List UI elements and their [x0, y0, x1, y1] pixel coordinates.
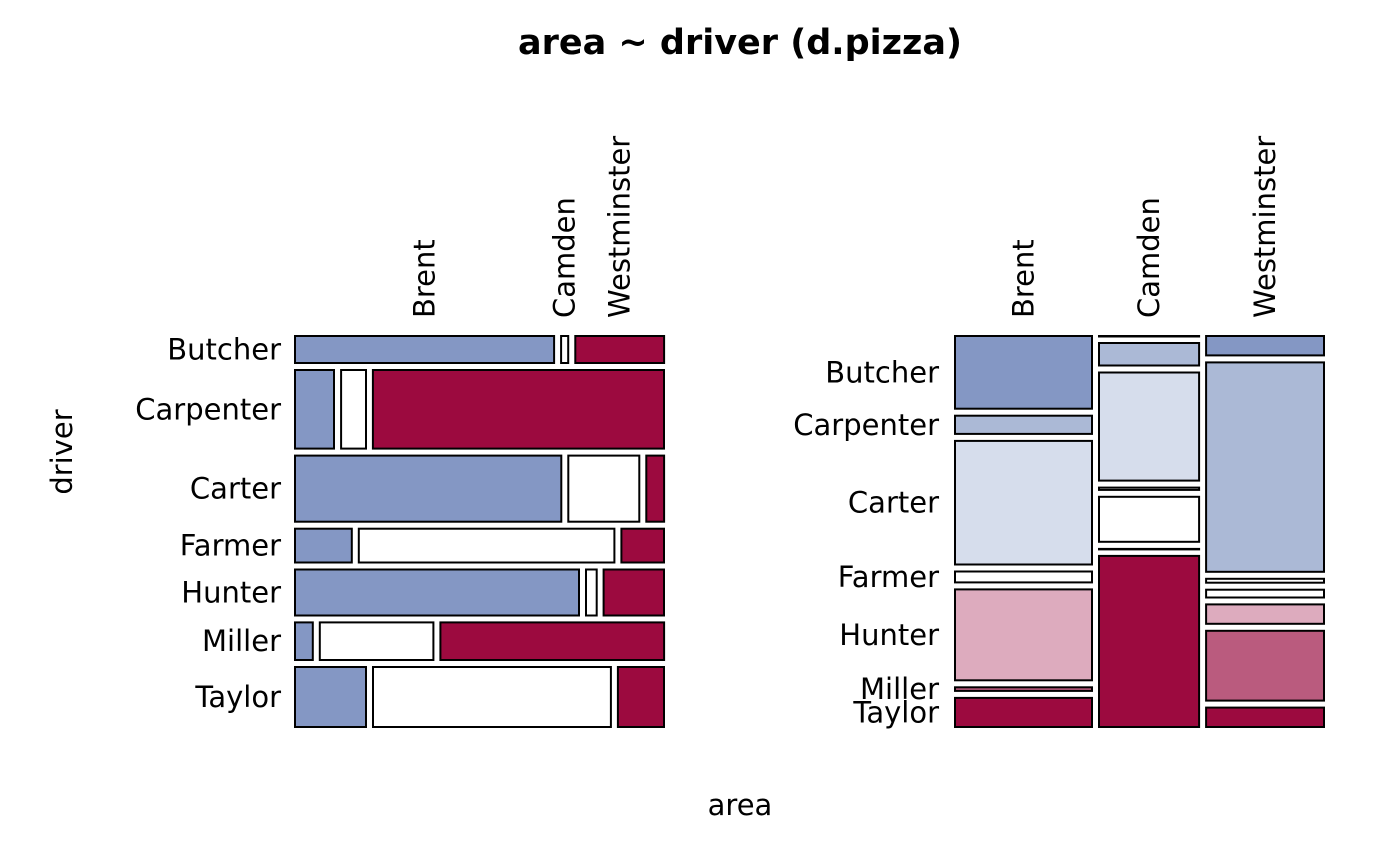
right-tile-farmer-brent	[954, 570, 1093, 584]
left-col-label-camden: Camden	[548, 197, 582, 318]
right-row-label-farmer: Farmer	[838, 560, 939, 594]
right-tile-hunter-camden	[1098, 495, 1201, 543]
left-col-label-brent: Brent	[408, 239, 442, 318]
left-tile-carpenter-camden	[340, 369, 368, 450]
y-axis-label: driver	[45, 409, 79, 494]
left-tile-farmer-camden	[357, 527, 616, 564]
left-row-label-hunter: Hunter	[181, 575, 281, 609]
right-tile-carter-westminster	[1205, 577, 1325, 584]
right-tile-hunter-brent	[954, 588, 1093, 682]
right-row-label-butcher: Butcher	[825, 355, 939, 389]
right-tile-farmer-westminster	[1205, 588, 1325, 599]
right-tile-hunter-westminster	[1205, 603, 1325, 625]
left-row-label-taylor: Taylor	[194, 680, 281, 714]
chart-title: area ~ driver (d.pizza)	[518, 23, 962, 63]
left-tile-butcher-westminster	[574, 335, 666, 364]
right-tile-miller-camden	[1098, 547, 1201, 551]
right-tile-taylor-brent	[954, 696, 1093, 729]
left-tile-butcher-camden	[560, 335, 570, 364]
left-mosaic-panel: Butcher Carpenter Carter Farmer Hunter Miller…	[135, 136, 666, 728]
left-tile-miller-brent	[294, 621, 314, 662]
right-tile-carpenter-westminster	[1205, 361, 1325, 573]
right-row-label-taylor: Taylor	[852, 696, 939, 730]
right-row-label-carpenter: Carpenter	[793, 408, 939, 442]
left-row-label-carpenter: Carpenter	[135, 392, 281, 426]
right-row-label-miller: Miller	[860, 672, 939, 706]
left-tile-carter-westminster	[645, 454, 666, 523]
right-row-label-carter: Carter	[848, 486, 939, 520]
left-row-label-butcher: Butcher	[167, 333, 281, 367]
left-tile-taylor-camden	[372, 666, 612, 728]
left-tile-taylor-westminster	[616, 666, 666, 728]
right-tile-carter-camden	[1098, 371, 1201, 482]
left-tile-carter-brent	[294, 454, 563, 523]
right-col-label-westminster: Westminster	[1248, 136, 1282, 318]
left-tile-carpenter-brent	[294, 369, 335, 450]
left-tile-farmer-westminster	[620, 527, 666, 564]
right-mosaic-panel: Brent Camden Westminster Butcher Carpenter Ca…	[793, 136, 1325, 730]
left-tile-miller-camden	[318, 621, 435, 662]
left-tile-carter-camden	[567, 454, 641, 523]
right-tile-carter-brent	[954, 439, 1093, 566]
right-tile-miller-westminster	[1205, 629, 1325, 702]
left-row-label-carter: Carter	[190, 472, 281, 506]
left-col-label-westminster: Westminster	[603, 136, 637, 318]
right-tile-farmer-camden	[1098, 486, 1201, 491]
right-col-label-brent: Brent	[1007, 239, 1041, 318]
left-tile-hunter-westminster	[602, 568, 665, 617]
left-row-label-miller: Miller	[202, 624, 281, 658]
right-row-label-hunter: Hunter	[839, 618, 939, 652]
right-tile-taylor-camden	[1098, 554, 1201, 729]
left-row-label-farmer: Farmer	[180, 529, 281, 563]
left-tile-hunter-camden	[585, 568, 598, 617]
right-tile-carpenter-camden	[1098, 342, 1201, 367]
right-tile-butcher-camden	[1098, 335, 1201, 338]
right-tile-carpenter-brent	[954, 414, 1093, 435]
right-tile-butcher-westminster	[1205, 335, 1325, 357]
left-tile-miller-westminster	[439, 621, 666, 662]
x-axis-label: area	[708, 788, 773, 822]
left-tile-carpenter-westminster	[371, 369, 665, 450]
left-tile-taylor-brent	[294, 666, 367, 728]
right-tile-taylor-westminster	[1205, 706, 1325, 728]
left-tile-farmer-brent	[294, 527, 353, 564]
right-col-label-camden: Camden	[1132, 197, 1166, 318]
left-tile-hunter-brent	[294, 568, 580, 617]
right-tile-butcher-brent	[954, 335, 1093, 410]
left-tile-butcher-brent	[294, 335, 556, 364]
right-tile-miller-brent	[954, 686, 1093, 692]
